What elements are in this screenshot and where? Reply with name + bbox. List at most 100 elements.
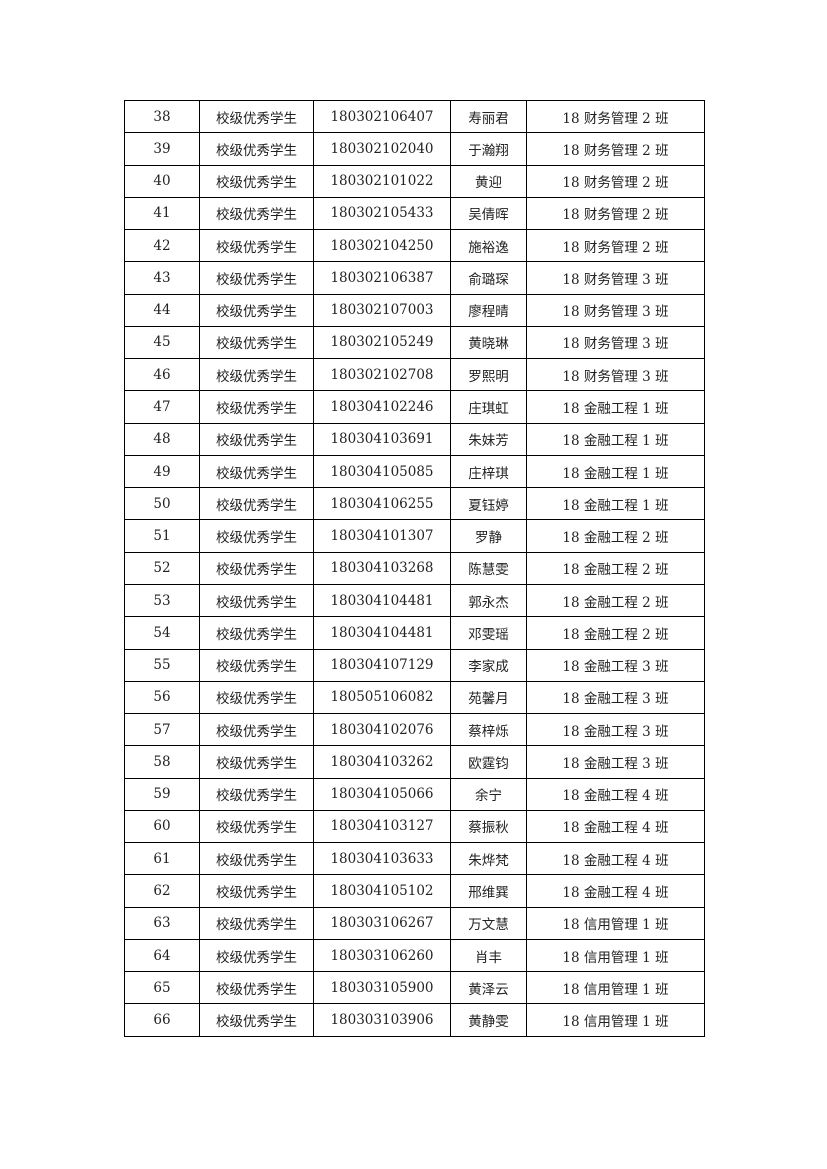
- award-type-cell: 校级优秀学生: [199, 358, 314, 392]
- student-id-cell: 180304106255: [313, 487, 451, 521]
- table-row: 52 校级优秀学生 180304103268 陈慧雯 18 金融工程 2 班: [124, 551, 705, 585]
- student-name-cell: 苑馨月: [450, 680, 527, 715]
- student-id-cell: 180505106082: [313, 680, 451, 715]
- award-type-cell: 校级优秀学生: [199, 99, 314, 134]
- table-row: 50 校级优秀学生 180304106255 夏钰婷 18 金融工程 1 班: [124, 487, 705, 521]
- student-id-cell: 180304103262: [313, 745, 451, 779]
- row-number-cell: 62: [124, 874, 200, 908]
- award-type-cell: 校级优秀学生: [199, 583, 314, 618]
- student-name-cell: 寿丽君: [450, 99, 527, 134]
- class-name-cell: 18 信用管理 1 班: [526, 938, 705, 973]
- student-id-cell: 180303105900: [313, 971, 451, 1005]
- row-number-cell: 66: [124, 1003, 200, 1037]
- row-number-cell: 49: [124, 454, 200, 489]
- table-row: 66 校级优秀学生 180303103906 黄静雯 18 信用管理 1 班: [124, 1003, 705, 1037]
- student-id-cell: 180304107129: [313, 648, 451, 682]
- award-type-cell: 校级优秀学生: [199, 293, 314, 327]
- row-number-cell: 50: [124, 487, 200, 521]
- student-name-cell: 李家成: [450, 648, 527, 682]
- row-number-cell: 48: [124, 422, 200, 456]
- award-type-cell: 校级优秀学生: [199, 938, 314, 973]
- student-id-cell: 180302107003: [313, 293, 451, 327]
- award-type-cell: 校级优秀学生: [199, 261, 314, 295]
- row-number-cell: 52: [124, 551, 200, 585]
- student-name-cell: 黄迎: [450, 164, 527, 198]
- class-name-cell: 18 财务管理 3 班: [526, 325, 705, 360]
- table-row: 59 校级优秀学生 180304105066 余宁 18 金融工程 4 班: [124, 777, 705, 811]
- student-id-cell: 180302106407: [313, 99, 451, 134]
- class-name-cell: 18 金融工程 4 班: [526, 842, 705, 876]
- row-number-cell: 57: [124, 713, 200, 747]
- class-name-cell: 18 金融工程 2 班: [526, 616, 705, 650]
- class-name-cell: 18 金融工程 2 班: [526, 583, 705, 618]
- table-row: 55 校级优秀学生 180304107129 李家成 18 金融工程 3 班: [124, 648, 705, 682]
- student-name-cell: 施裕逸: [450, 229, 527, 263]
- student-id-cell: 180304103127: [313, 809, 451, 844]
- student-name-cell: 蔡振秋: [450, 809, 527, 844]
- class-name-cell: 18 金融工程 1 班: [526, 487, 705, 521]
- student-name-cell: 邓雯瑶: [450, 616, 527, 650]
- table-row: 65 校级优秀学生 180303105900 黄泽云 18 信用管理 1 班: [124, 971, 705, 1005]
- class-name-cell: 18 金融工程 3 班: [526, 680, 705, 715]
- student-name-cell: 夏钰婷: [450, 487, 527, 521]
- row-number-cell: 46: [124, 358, 200, 392]
- row-number-cell: 53: [124, 583, 200, 618]
- class-name-cell: 18 财务管理 2 班: [526, 99, 705, 134]
- student-name-cell: 肖丰: [450, 938, 527, 973]
- student-id-cell: 180302104250: [313, 229, 451, 263]
- class-name-cell: 18 金融工程 4 班: [526, 809, 705, 844]
- student-id-cell: 180304104481: [313, 583, 451, 618]
- class-name-cell: 18 财务管理 2 班: [526, 164, 705, 198]
- student-name-cell: 邢维巽: [450, 874, 527, 908]
- table-row: 51 校级优秀学生 180304101307 罗静 18 金融工程 2 班: [124, 519, 705, 553]
- table-row: 39 校级优秀学生 180302102040 于瀚翔 18 财务管理 2 班: [124, 132, 705, 166]
- student-id-cell: 180304101307: [313, 519, 451, 553]
- class-name-cell: 18 金融工程 2 班: [526, 551, 705, 585]
- table-row: 43 校级优秀学生 180302106387 俞璐琛 18 财务管理 3 班: [124, 261, 705, 295]
- award-type-cell: 校级优秀学生: [199, 745, 314, 779]
- row-number-cell: 47: [124, 390, 200, 424]
- student-name-cell: 黄静雯: [450, 1003, 527, 1037]
- award-type-cell: 校级优秀学生: [199, 132, 314, 166]
- award-type-cell: 校级优秀学生: [199, 196, 314, 231]
- student-id-cell: 180302102708: [313, 358, 451, 392]
- row-number-cell: 42: [124, 229, 200, 263]
- class-name-cell: 18 金融工程 4 班: [526, 874, 705, 908]
- row-number-cell: 51: [124, 519, 200, 553]
- class-name-cell: 18 财务管理 3 班: [526, 293, 705, 327]
- award-type-cell: 校级优秀学生: [199, 229, 314, 263]
- row-number-cell: 61: [124, 842, 200, 876]
- award-type-cell: 校级优秀学生: [199, 390, 314, 424]
- class-name-cell: 18 信用管理 1 班: [526, 971, 705, 1005]
- student-id-cell: 180304105066: [313, 777, 451, 811]
- class-name-cell: 18 金融工程 3 班: [526, 745, 705, 779]
- student-name-cell: 廖程晴: [450, 293, 527, 327]
- class-name-cell: 18 财务管理 3 班: [526, 261, 705, 295]
- award-type-cell: 校级优秀学生: [199, 519, 314, 553]
- student-name-cell: 朱烨梵: [450, 842, 527, 876]
- student-name-cell: 陈慧雯: [450, 551, 527, 585]
- student-id-cell: 180303103906: [313, 1003, 451, 1037]
- class-name-cell: 18 财务管理 2 班: [526, 229, 705, 263]
- table-row: 58 校级优秀学生 180304103262 欧霆钧 18 金融工程 3 班: [124, 745, 705, 779]
- award-type-cell: 校级优秀学生: [199, 906, 314, 940]
- table-row: 61 校级优秀学生 180304103633 朱烨梵 18 金融工程 4 班: [124, 842, 705, 876]
- student-name-cell: 欧霆钧: [450, 745, 527, 779]
- award-type-cell: 校级优秀学生: [199, 422, 314, 456]
- table-row: 60 校级优秀学生 180304103127 蔡振秋 18 金融工程 4 班: [124, 809, 705, 844]
- student-name-cell: 罗熙明: [450, 358, 527, 392]
- row-number-cell: 58: [124, 745, 200, 779]
- award-list-table: 38 校级优秀学生 180302106407 寿丽君 18 财务管理 2 班 39 校级优秀…: [124, 99, 705, 1037]
- student-id-cell: 180304102246: [313, 390, 451, 424]
- class-name-cell: 18 金融工程 4 班: [526, 777, 705, 811]
- award-type-cell: 校级优秀学生: [199, 777, 314, 811]
- table-body: 38 校级优秀学生 180302106407 寿丽君 18 财务管理 2 班 39 校级优秀…: [124, 99, 705, 1037]
- table-row: 42 校级优秀学生 180302104250 施裕逸 18 财务管理 2 班: [124, 229, 705, 263]
- student-id-cell: 180303106260: [313, 938, 451, 973]
- student-id-cell: 180304103691: [313, 422, 451, 456]
- award-type-cell: 校级优秀学生: [199, 842, 314, 876]
- class-name-cell: 18 财务管理 2 班: [526, 196, 705, 231]
- row-number-cell: 60: [124, 809, 200, 844]
- award-type-cell: 校级优秀学生: [199, 680, 314, 715]
- table-row: 38 校级优秀学生 180302106407 寿丽君 18 财务管理 2 班: [124, 99, 705, 134]
